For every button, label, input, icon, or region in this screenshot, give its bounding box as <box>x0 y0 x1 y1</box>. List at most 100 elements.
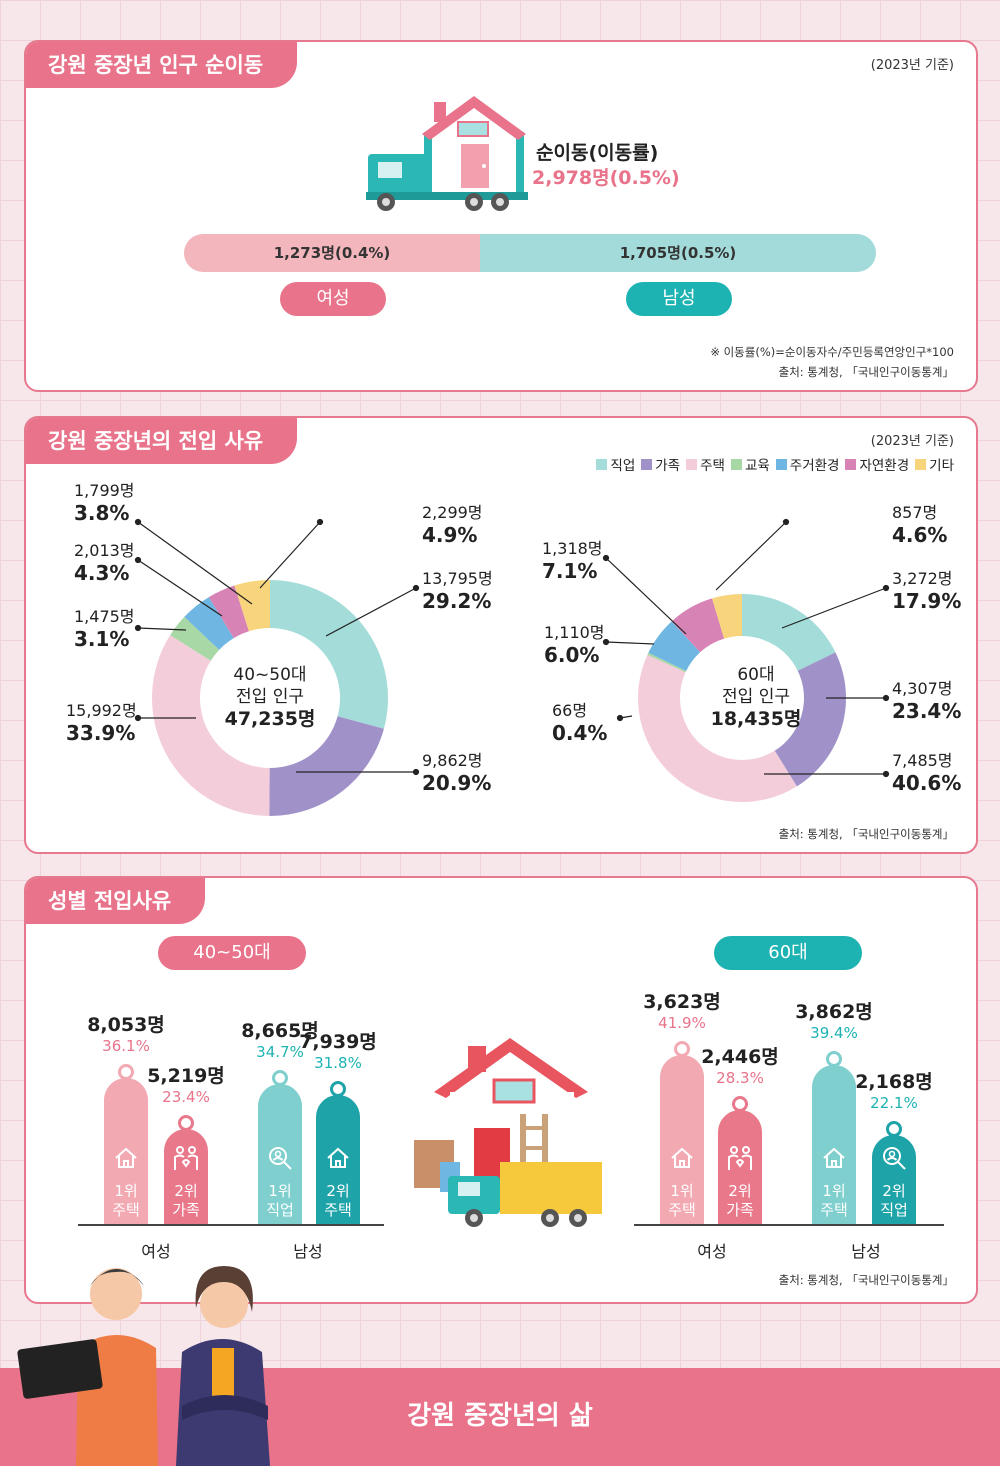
center-total: 47,235명 <box>224 708 316 730</box>
donut-slice-기타 <box>712 594 742 639</box>
center-caption: 전입 인구 <box>236 687 304 707</box>
house-icon <box>820 1144 848 1172</box>
data-label-직업: 13,795명 29.2% <box>422 569 493 613</box>
donut-slice-자연환경 <box>671 598 725 653</box>
legend-swatch <box>686 458 698 470</box>
people-illustration <box>17 1266 270 1466</box>
right-donut-center: 60대 전입 인구 18,435명 <box>696 664 816 731</box>
male-axis-label: 남성 <box>851 1242 881 1261</box>
donut-slice-직업 <box>742 594 836 671</box>
donut-slice-교육 <box>170 616 220 661</box>
donut-slice-가족 <box>774 652 846 787</box>
male-axis-label: 남성 <box>293 1242 323 1261</box>
legend-swatch <box>915 458 927 470</box>
rank-label: 2위 주택 <box>324 1182 352 1219</box>
tag-ring <box>330 1081 346 1097</box>
legend-item-자연환경: 자연환경 <box>845 454 909 474</box>
tag-ring <box>826 1051 842 1067</box>
leader-line <box>259 521 321 589</box>
footer-banner <box>0 1368 1000 1466</box>
center-age: 40~50대 <box>233 665 307 685</box>
legend-swatch <box>845 458 857 470</box>
donut-slice-가족 <box>269 716 384 816</box>
section-title: 강원 중장년 인구 순이동 <box>26 42 298 88</box>
tag-ring <box>674 1041 690 1057</box>
rank-tag: 1위 주택 <box>104 1064 148 1224</box>
center-total: 18,435명 <box>710 708 802 730</box>
donut-slice-주택 <box>152 635 270 816</box>
leader-dot <box>134 556 142 564</box>
legend-label: 기타 <box>929 458 954 474</box>
female-value: 1,273명(0.4%) <box>273 244 391 262</box>
legend-label: 주거환경 <box>789 458 840 474</box>
leader-dot <box>134 624 142 632</box>
leader-line <box>137 521 253 605</box>
data-label-가족: 9,862명 20.9% <box>422 751 492 795</box>
female-pill: 여성 <box>280 282 386 316</box>
center-caption: 전입 인구 <box>722 687 790 707</box>
data-label-기타: 2,299명 4.9% <box>422 503 483 547</box>
leader-dot <box>316 518 324 526</box>
leader-dot <box>882 584 890 592</box>
data-label-주거환경: 1,110명 6.0% <box>544 623 605 667</box>
legend-item-기타: 기타 <box>915 454 954 474</box>
legend-label: 자연환경 <box>859 458 910 474</box>
tag-ring <box>732 1096 748 1112</box>
net-migration-value: 2,978명(0.5%) <box>532 167 680 189</box>
rate-note: ※ 이동률(%)=순이동자수/주민등록연앙인구*100 <box>710 345 954 359</box>
legend-label: 주택 <box>700 458 725 474</box>
rank-value: 8,053명 36.1% <box>87 1014 165 1055</box>
house-icon <box>324 1144 352 1172</box>
source-note: 출처: 통계청, 「국내인구이동통계」 <box>778 1273 954 1287</box>
leader-dot <box>616 714 624 722</box>
rank-label: 1위 주택 <box>820 1182 848 1219</box>
leader-line <box>137 627 187 631</box>
leader-line <box>781 587 887 629</box>
data-label-주거환경: 2,013명 4.3% <box>74 541 135 585</box>
data-label-직업: 3,272명 17.9% <box>892 569 962 613</box>
rank-tag: 2위 가족 <box>164 1115 208 1224</box>
tag-ring <box>178 1115 194 1131</box>
rank-value: 5,219명 23.4% <box>147 1065 225 1106</box>
leader-line <box>137 559 223 617</box>
tag-ring <box>118 1064 134 1080</box>
legend-label: 가족 <box>655 458 681 474</box>
source-note: 출처: 통계청, 「국내인구이동통계」 <box>778 827 954 841</box>
basis-year: (2023년 기준) <box>870 434 954 449</box>
house-icon <box>668 1144 696 1172</box>
leader-dot <box>602 638 610 646</box>
rank-label: 2위 가족 <box>726 1182 754 1219</box>
left-donut-center: 40~50대 전입 인구 47,235명 <box>210 664 330 731</box>
basis-year: (2023년 기준) <box>870 58 954 73</box>
section-title: 강원 중장년의 전입 사유 <box>26 418 298 464</box>
female-bar <box>184 234 480 272</box>
donut-slice-직업 <box>270 580 388 729</box>
rank-label: 2위 직업 <box>880 1182 908 1219</box>
male-bar <box>480 234 876 272</box>
legend-item-직업: 직업 <box>596 454 635 474</box>
leader-dot <box>882 694 890 702</box>
data-label-주택: 7,485명 40.6% <box>892 751 962 795</box>
legend-item-가족: 가족 <box>641 454 680 474</box>
leader-dot <box>412 768 420 776</box>
leader-dot <box>134 714 142 722</box>
leader-dot <box>782 518 790 526</box>
rank-label: 2위 가족 <box>172 1182 200 1219</box>
rank-value: 3,862명 39.4% <box>795 1001 873 1042</box>
job-search-icon <box>880 1144 908 1172</box>
center-age: 60대 <box>737 665 775 685</box>
data-label-교육: 66명 0.4% <box>552 701 608 745</box>
leader-line <box>715 521 787 591</box>
rank-label: 1위 직업 <box>266 1182 294 1219</box>
tag-ring <box>886 1121 902 1137</box>
family-icon <box>172 1144 200 1172</box>
leader-dot <box>134 518 142 526</box>
house-icon <box>112 1144 140 1172</box>
rank-value: 8,665명 34.7% <box>241 1020 319 1061</box>
leader-line <box>605 641 655 645</box>
leader-line <box>325 587 417 637</box>
data-label-주택: 15,992명 33.9% <box>66 701 137 745</box>
rank-tag: 1위 주택 <box>660 1041 704 1224</box>
rank-value: 2,446명 28.3% <box>701 1046 779 1087</box>
data-label-가족: 4,307명 23.4% <box>892 679 962 723</box>
